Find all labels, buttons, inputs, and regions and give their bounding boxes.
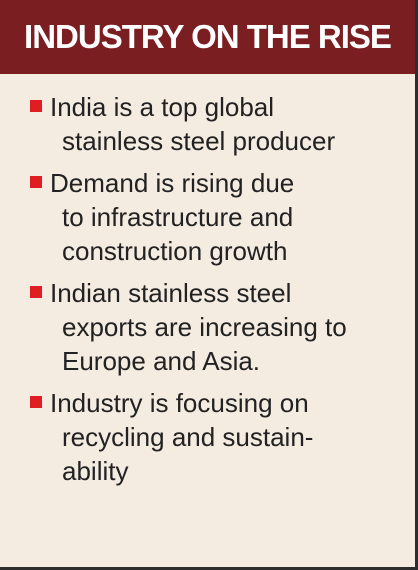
- list-item-text: India is a top global stainless steel pr…: [50, 92, 336, 156]
- list-item-text: Demand is rising due to infrastructure a…: [50, 168, 295, 266]
- page-title: INDUSTRY ON THE RISE: [24, 18, 392, 55]
- square-bullet-icon: [30, 176, 42, 188]
- square-bullet-icon: [30, 286, 42, 298]
- list-item-text: Industry is focusing on recycling and su…: [50, 388, 314, 486]
- bullet-list: India is a top global stainless steel pr…: [0, 90, 415, 496]
- list-item-text: Indian stainless steel exports are incre…: [50, 278, 347, 376]
- list-item: Industry is focusing on recycling and su…: [0, 386, 415, 488]
- square-bullet-icon: [30, 396, 42, 408]
- list-item: Demand is rising due to infrastructure a…: [0, 166, 415, 268]
- square-bullet-icon: [30, 100, 42, 112]
- header-banner: INDUSTRY ON THE RISE: [0, 0, 415, 74]
- list-item: Indian stainless steel exports are incre…: [0, 276, 415, 378]
- list-item: India is a top global stainless steel pr…: [0, 90, 415, 158]
